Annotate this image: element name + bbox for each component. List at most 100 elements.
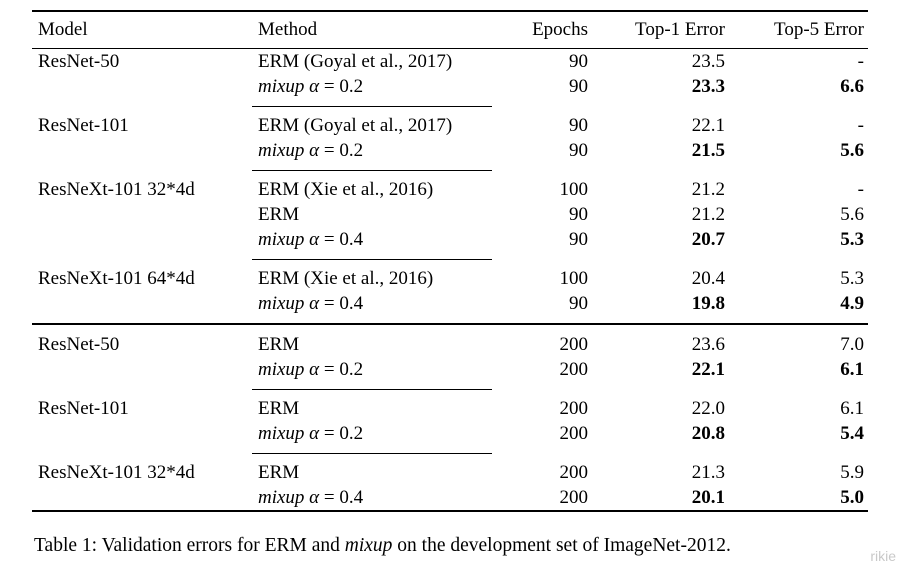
top5-error-cell: 6.6 (840, 76, 864, 97)
epochs-cell: 90 (569, 140, 588, 161)
top1-error-cell: 20.8 (691, 423, 725, 444)
model-group: ResNeXt-101 32*4d ERM (Xie et al., 2016) 1… (32, 177, 868, 252)
method-rule-row (32, 252, 868, 266)
top1-error-cell: 23.6 (691, 334, 725, 355)
epochs-cell: 200 (559, 462, 589, 483)
top5-error-cell: - (857, 179, 864, 200)
method-cell: mixup α = 0.2 (258, 140, 364, 161)
section-divider (32, 316, 868, 332)
top1-error-cell: 21.2 (691, 179, 725, 200)
method-cell: ERM (Xie et al., 2016) (258, 179, 434, 200)
table-row: ResNeXt-101 32*4d ERM (Xie et al., 2016) 1… (32, 177, 868, 202)
epochs-cell: 100 (559, 268, 589, 289)
method-mixup-italic: mixup α (258, 76, 320, 97)
spacer-cell (32, 446, 252, 460)
model-group: ResNet-101 ERM (Goyal et al., 2017) 90 22.1… (32, 113, 868, 163)
method-rule (252, 382, 502, 396)
spacer-cell (502, 99, 868, 113)
section-divider-row (32, 316, 868, 332)
method-cell: ERM (258, 462, 300, 483)
model-cell: ResNet-50 (38, 334, 120, 355)
table-row: ResNet-101 ERM 200 22.0 6.1 (32, 396, 868, 421)
top5-error-cell: 5.3 (840, 229, 864, 250)
model-cell: ResNeXt-101 64*4d (38, 268, 195, 289)
col-header-epochs: Epochs (502, 11, 592, 49)
top1-error-cell: 20.4 (691, 268, 725, 289)
table-row: mixup α = 0.2 200 22.1 6.1 (32, 357, 868, 382)
method-cell: ERM (Goyal et al., 2017) (258, 115, 453, 136)
model-cell: ResNet-101 (38, 398, 129, 419)
spacer-cell (32, 99, 252, 113)
table-header: Model Method Epochs Top-1 Error Top-5 Er… (32, 11, 868, 49)
method-mixup-italic: mixup α (258, 487, 320, 508)
table-row: mixup α = 0.4 200 20.1 5.0 (32, 485, 868, 511)
model-cell: ResNet-101 (38, 115, 129, 136)
method-cell: mixup α = 0.2 (258, 359, 364, 380)
table-caption: Table 1: Validation errors for ERM and m… (34, 534, 901, 558)
method-rule-spacer (32, 163, 868, 177)
method-rule (252, 163, 502, 177)
method-rule-spacer (32, 99, 868, 113)
method-mixup-italic: mixup α (258, 423, 320, 444)
spacer-cell (32, 382, 252, 396)
table-row: mixup α = 0.4 90 20.7 5.3 (32, 227, 868, 252)
top1-error-cell: 21.5 (691, 140, 725, 161)
spacer-cell (502, 446, 868, 460)
spacer-cell (502, 252, 868, 266)
table-row: ResNet-101 ERM (Goyal et al., 2017) 90 22.1… (32, 113, 868, 138)
method-cell: ERM (Xie et al., 2016) (258, 268, 434, 289)
method-cell: ERM (258, 398, 300, 419)
model-group: ResNet-50 ERM 200 23.6 7.0 mixup α = 0.2 200 22… (32, 332, 868, 382)
table-row: mixup α = 0.2 200 20.8 5.4 (32, 421, 868, 446)
method-mixup-italic: mixup α (258, 229, 320, 250)
header-row: Model Method Epochs Top-1 Error Top-5 Er… (32, 11, 868, 49)
table-row: ResNeXt-101 64*4d ERM (Xie et al., 2016) 1… (32, 266, 868, 291)
caption-text: Table 1: Validation errors for ERM and (34, 535, 345, 556)
top5-error-cell: 5.6 (840, 204, 864, 225)
model-group: ResNeXt-101 64*4d ERM (Xie et al., 2016) 1… (32, 266, 868, 316)
top1-error-cell: 19.8 (691, 293, 725, 314)
model-group: ResNet-50 ERM (Goyal et al., 2017) 90 23.5 -… (32, 49, 868, 100)
top1-error-cell: 22.0 (691, 398, 725, 419)
model-group: ResNeXt-101 32*4d ERM 200 21.3 5.9 mixup α = … (32, 460, 868, 511)
method-mixup-italic: mixup α (258, 359, 320, 380)
method-rule-spacer (32, 252, 868, 266)
method-cell: mixup α = 0.4 (258, 229, 364, 250)
page: Model Method Epochs Top-1 Error Top-5 Er… (0, 10, 901, 575)
epochs-cell: 90 (569, 115, 588, 136)
epochs-cell: 200 (559, 487, 589, 508)
table-row: ResNet-50 ERM (Goyal et al., 2017) 90 23.5 - (32, 49, 868, 75)
top1-error-cell: 22.1 (691, 359, 725, 380)
epochs-cell: 200 (559, 398, 589, 419)
method-cell: mixup α = 0.4 (258, 487, 364, 508)
model-group: ResNet-101 ERM 200 22.0 6.1 mixup α = 0.2 200 2… (32, 396, 868, 446)
caption-text: on the development set of ImageNet-2012. (392, 535, 731, 556)
top5-error-cell: 7.0 (840, 334, 864, 355)
method-rule (252, 99, 502, 113)
table-row: mixup α = 0.2 90 21.5 5.6 (32, 138, 868, 163)
method-cell: ERM (Goyal et al., 2017) (258, 51, 453, 72)
spacer-cell (502, 163, 868, 177)
table-row: mixup α = 0.2 90 23.3 6.6 (32, 74, 868, 99)
top5-error-cell: 4.9 (840, 293, 864, 314)
method-rule-row (32, 382, 868, 396)
caption-mixup-italic: mixup (344, 535, 393, 556)
spacer-cell (502, 382, 868, 396)
method-rule-spacer (32, 382, 868, 396)
col-header-top5-error: Top-5 Error (729, 11, 868, 49)
top1-error-cell: 22.1 (691, 115, 725, 136)
top1-error-cell: 20.1 (691, 487, 725, 508)
method-rule-row (32, 99, 868, 113)
col-header-top1-error: Top-1 Error (592, 11, 729, 49)
model-cell: ResNet-50 (38, 51, 120, 72)
method-rule-row (32, 446, 868, 460)
col-header-model: Model (32, 11, 252, 49)
top1-error-cell: 21.2 (691, 204, 725, 225)
top5-error-cell: 5.9 (840, 462, 864, 483)
results-table: Model Method Epochs Top-1 Error Top-5 Er… (32, 10, 868, 512)
top5-error-cell: 6.1 (840, 398, 864, 419)
epochs-cell: 200 (559, 334, 589, 355)
method-cell: mixup α = 0.4 (258, 293, 364, 314)
epochs-cell: 90 (569, 229, 588, 250)
epochs-cell: 90 (569, 51, 588, 72)
